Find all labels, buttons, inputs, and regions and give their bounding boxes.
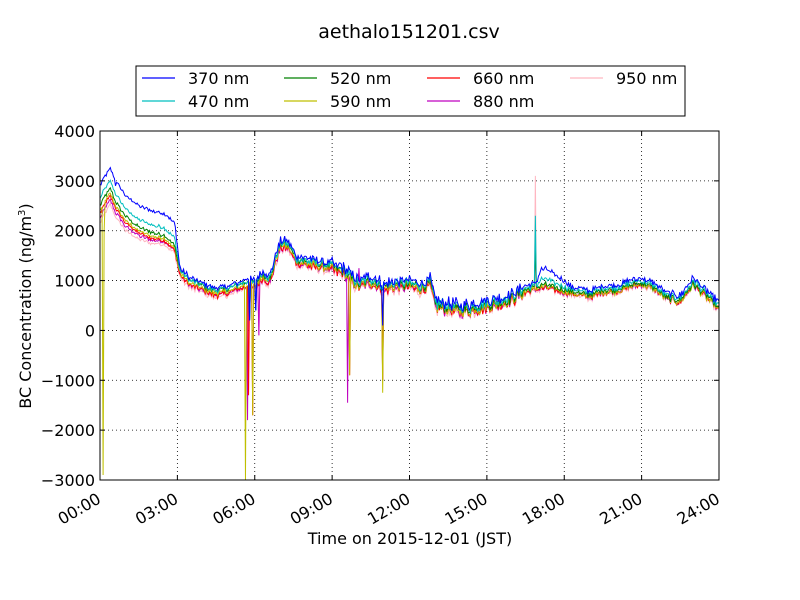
y-axis-label-main: BC Concentration (ng/m	[16, 216, 35, 409]
legend-label: 470 nm	[188, 92, 249, 111]
y-axis-label: BC Concentration (ng/m3)	[16, 203, 35, 408]
y-tick-label: −2000	[41, 421, 95, 440]
y-tick-label: 3000	[54, 172, 95, 191]
y-tick-labels: −3000 −2000 −1000 0 1000 2000 3000 4000	[41, 122, 95, 490]
legend-label: 370 nm	[188, 69, 249, 88]
ticks	[99, 130, 720, 481]
series-line-470-nm	[100, 179, 719, 321]
legend-entries: 370 nm 470 nm 520 nm 590 nm 660 nm 880 nm 950 …	[142, 69, 677, 111]
plot-series	[100, 166, 719, 480]
legend: 370 nm 470 nm 520 nm 590 nm 660 nm 880 nm 950 …	[135, 65, 686, 117]
legend-frame	[135, 65, 686, 117]
legend-label: 950 nm	[616, 69, 677, 88]
y-axis-label-superscript: 3	[17, 210, 28, 216]
y-tick-label: −1000	[41, 371, 95, 390]
y-tick-label: 0	[85, 321, 95, 340]
y-axis-label-close: )	[16, 203, 35, 209]
legend-label: 880 nm	[473, 92, 534, 111]
chart-title: aethalo151201.csv	[318, 21, 500, 43]
legend-label: 520 nm	[330, 69, 391, 88]
y-tick-label: 1000	[54, 272, 95, 291]
legend-label: 660 nm	[473, 69, 534, 88]
x-axis-label: Time on 2015-12-01 (JST)	[307, 529, 512, 548]
legend-label: 590 nm	[330, 92, 391, 111]
y-tick-label: 4000	[54, 122, 95, 141]
y-tick-label: −3000	[41, 471, 95, 490]
series-line-370-nm	[100, 166, 719, 326]
y-tick-label: 2000	[54, 222, 95, 241]
